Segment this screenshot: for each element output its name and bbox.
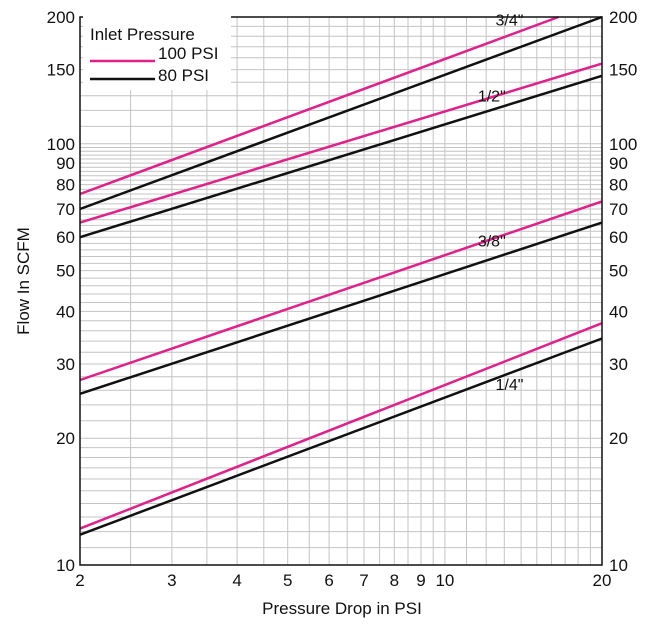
y-tick-label-left: 70 <box>56 200 75 219</box>
series-line <box>79 322 603 530</box>
y-axis-title: Flow In SCFM <box>14 227 33 335</box>
x-tick-label: 5 <box>283 571 292 590</box>
x-tick-label: 8 <box>390 571 399 590</box>
y-tick-label-left: 20 <box>56 429 75 448</box>
y-tick-label-right: 90 <box>609 154 628 173</box>
legend-label-100psi: 100 PSI <box>158 44 219 63</box>
size-label: 3/8" <box>478 234 506 251</box>
size-label: 3/4" <box>496 12 524 29</box>
legend-background <box>83 16 231 90</box>
x-tick-label: 6 <box>324 571 333 590</box>
series-line <box>79 74 603 239</box>
y-tick-label-left: 50 <box>56 262 75 281</box>
series-line <box>79 15 603 211</box>
x-tick-label: 9 <box>416 571 425 590</box>
y-tick-label-right: 80 <box>609 176 628 195</box>
x-tick-label: 2 <box>75 571 84 590</box>
plot-frame <box>79 16 603 566</box>
x-tick-label: 7 <box>359 571 368 590</box>
x-axis-title: Pressure Drop in PSI <box>262 599 422 618</box>
y-tick-label-right: 70 <box>609 200 628 219</box>
y-tick-label-left: 200 <box>47 8 75 27</box>
y-tick-label-left: 100 <box>47 135 75 154</box>
y-tick-label-right: 20 <box>609 429 628 448</box>
y-tick-label-right: 150 <box>609 61 637 80</box>
y-tick-label-right: 40 <box>609 302 628 321</box>
x-tick-label: 4 <box>232 571 241 590</box>
y-tick-label-left: 80 <box>56 176 75 195</box>
legend-label-80psi: 80 PSI <box>158 66 209 85</box>
y-tick-label-left: 10 <box>56 556 75 575</box>
y-tick-label-left: 60 <box>56 228 75 247</box>
y-tick-label-right: 100 <box>609 135 637 154</box>
y-tick-label-left: 150 <box>47 61 75 80</box>
size-labels: 3/4" 1/2" 3/8" 1/4" <box>478 12 524 394</box>
size-label: 1/2" <box>478 89 506 106</box>
grid <box>80 17 602 565</box>
series-line <box>79 15 559 196</box>
y-tick-label-right: 60 <box>609 228 628 247</box>
x-tick-label: 10 <box>435 571 454 590</box>
y-tick-label-left: 30 <box>56 355 75 374</box>
x-tick-label: 20 <box>593 571 612 590</box>
series-layer <box>79 15 603 536</box>
legend-title: Inlet Pressure <box>90 25 195 44</box>
y-tick-label-right: 200 <box>609 8 637 27</box>
series-line <box>79 200 603 382</box>
legend: Inlet Pressure 100 PSI 80 PSI <box>83 16 231 90</box>
size-label: 1/4" <box>496 377 524 394</box>
x-tick-label: 3 <box>167 571 176 590</box>
series-line <box>79 337 603 536</box>
y-tick-label-right: 50 <box>609 262 628 281</box>
y-tick-label-left: 40 <box>56 302 75 321</box>
y-tick-label-right: 30 <box>609 355 628 374</box>
series-line <box>79 62 603 224</box>
y-tick-label-right: 10 <box>609 556 628 575</box>
series-line <box>79 221 603 395</box>
y-tick-label-left: 90 <box>56 154 75 173</box>
